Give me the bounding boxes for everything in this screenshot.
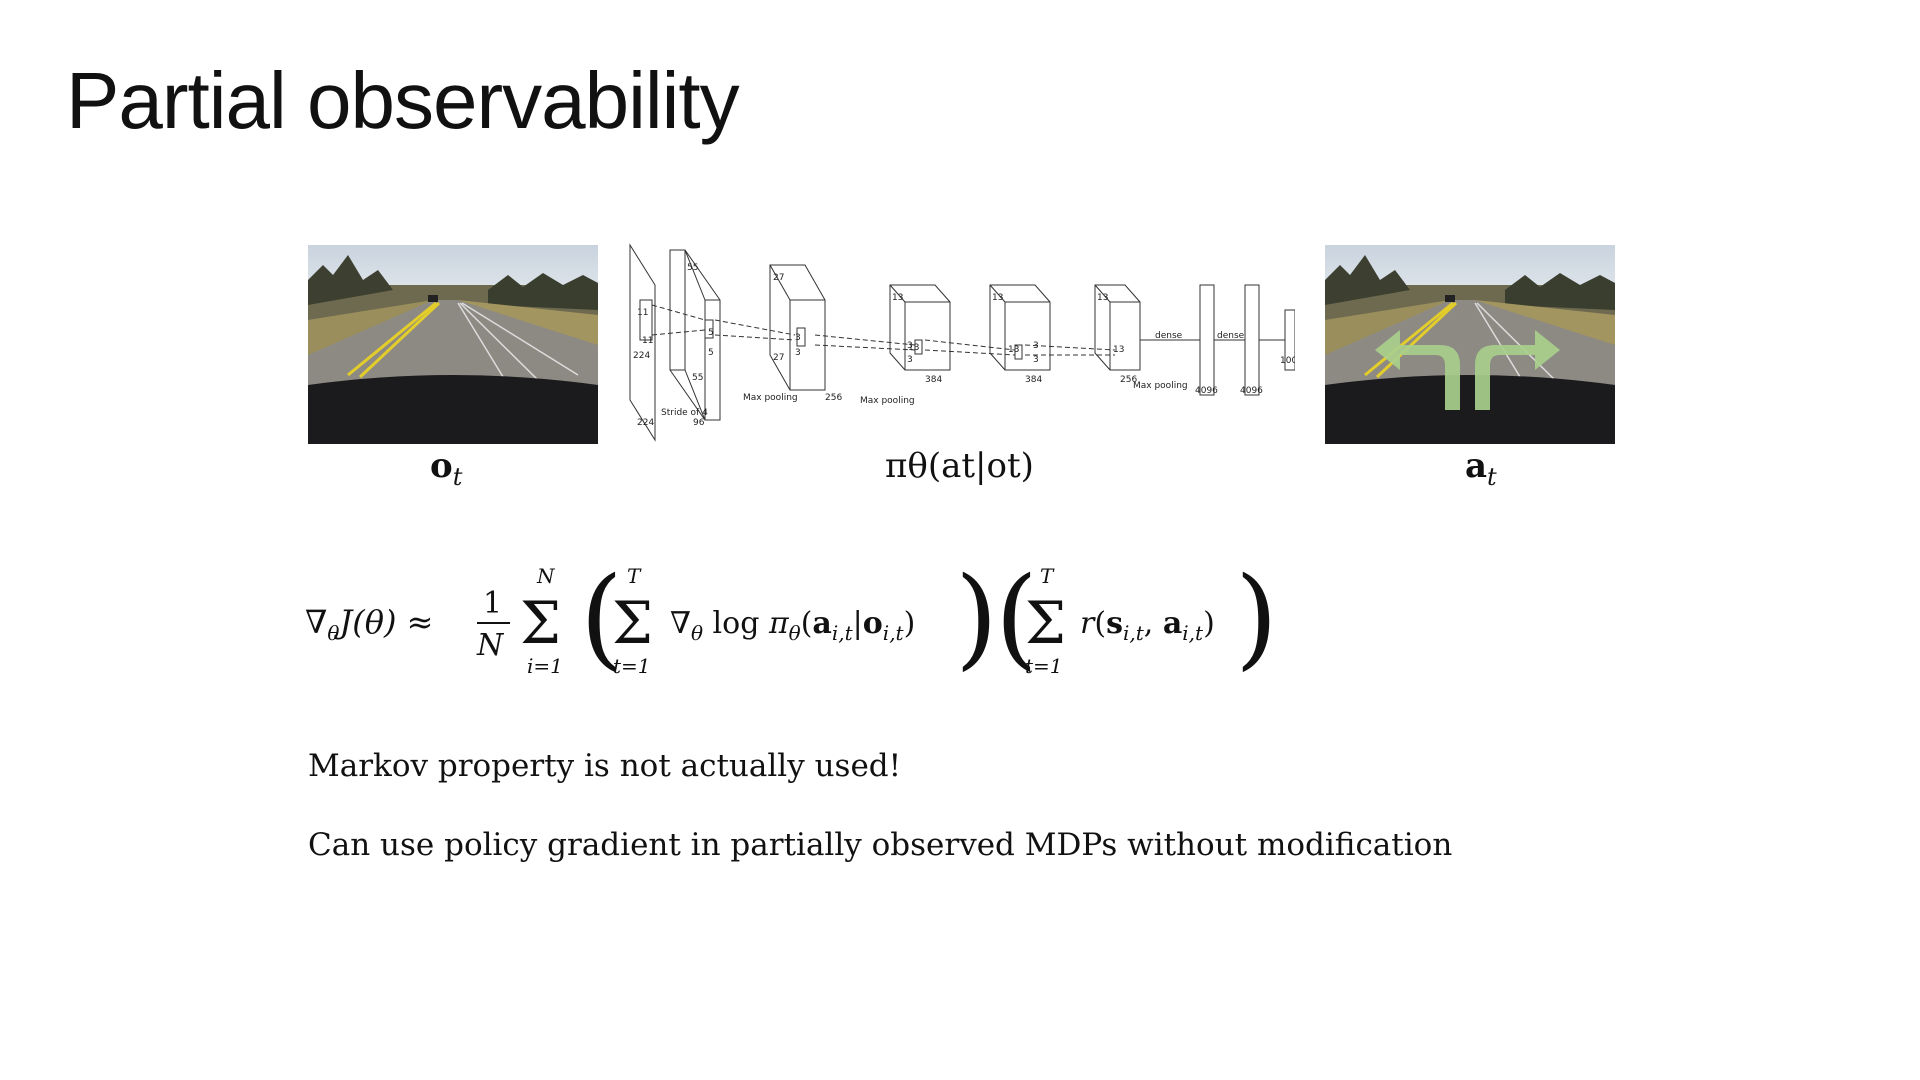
conv5-size: 13 [1113,345,1124,355]
svg-text:i=1: i=1 [527,654,563,678]
input-layer [629,243,656,442]
output-size: 1000 [1280,356,1295,366]
slide-title: Partial observability [66,56,740,145]
pool-label-2: Max pooling [860,396,915,406]
dense-layer-2 [1244,284,1260,396]
conv2-depth: 256 [825,393,842,403]
svg-text:∇θJ(θ) ≈: ∇θJ(θ) ≈ [305,603,433,645]
conv3-k2: 3 [907,355,913,365]
conv5-block [1094,284,1141,371]
svg-text:T: T [1040,564,1055,588]
dense-label-2: dense [1217,331,1245,341]
conv1-k2: 5 [708,348,714,358]
svg-text:(: ( [580,555,623,681]
svg-text:r(si,t, ai,t): r(si,t, ai,t) [1080,606,1215,645]
input-size-label: 224 [633,351,650,361]
conv2-size: 27 [773,353,784,363]
input-kernel-label: 11 [637,308,648,318]
svg-text:): ) [955,555,998,681]
stride-label: Stride of 4 [661,408,708,418]
svg-text:N: N [536,564,556,588]
conv1-label: 55 [687,263,698,273]
svg-text:Σ: Σ [1025,589,1066,657]
svg-text:): ) [1235,555,1278,681]
turn-arrows-icon [1375,330,1560,410]
conv4-depth: 384 [1025,375,1042,385]
conv2-k2: 3 [795,348,801,358]
svg-text:N: N [476,628,505,663]
svg-text:1: 1 [483,586,502,621]
svg-text:Σ: Σ [612,589,653,657]
svg-text:T: T [627,564,642,588]
action-road-image [1325,245,1615,444]
conv3-depth: 384 [925,375,942,385]
pool-label-3: Max pooling [1133,381,1188,391]
markov-statement: Markov property is not actually used! [308,748,902,784]
conv2-label: 27 [773,273,784,283]
conv4-k2: 3 [1033,355,1039,365]
conv4-size: 13 [1008,345,1019,355]
conv4-k1: 3 [1033,341,1039,351]
conv2-k1: 3 [795,333,801,343]
action-caption: at [1465,446,1497,491]
policy-gradient-equation: ∇θJ(θ) ≈ (1/N) Σ_{i=1}^{N} ( Σ_{t=1}^{T}… [305,555,1278,681]
dense-size-1: 4096 [1195,386,1218,396]
pool-label-1: Max pooling [743,393,798,403]
input-kernel-label-2: 11 [642,336,653,346]
pomdp-statement: Can use policy gradient in partially obs… [308,827,1453,863]
svg-text:(: ( [995,555,1038,681]
conv1-size: 55 [692,373,703,383]
conv3-label: 13 [892,293,903,303]
observation-road-image [308,245,598,444]
conv3-k1: 3 [907,341,913,351]
svg-text:t=1: t=1 [613,654,651,678]
conv2-block [769,264,826,391]
conv5-depth: 256 [1120,375,1137,385]
conv3-block [889,284,951,371]
conv3-size: 13 [908,343,919,353]
dense-layer-1 [1199,284,1215,396]
policy-caption: πθ(at|ot) [885,446,1034,486]
conv5-label: 13 [1097,293,1108,303]
svg-text:∇θ log πθ(ai,t|oi,t): ∇θ log πθ(ai,t|oi,t) [670,606,915,645]
svg-text:t=1: t=1 [1025,654,1063,678]
cnn-architecture-diagram: 11 11 224 224 Stride of 4 55 5 5 55 96 2… [629,243,1295,442]
dense-size-2: 4096 [1240,386,1263,396]
conv1-depth: 96 [693,418,705,428]
dense-label-1: dense [1155,331,1183,341]
conv4-block [989,284,1051,371]
observation-caption: ot [430,446,463,491]
conv4-label: 13 [992,293,1003,303]
conv1-k1: 5 [708,328,714,338]
svg-text:Σ: Σ [520,589,561,657]
input-size-label-2: 224 [637,418,654,428]
